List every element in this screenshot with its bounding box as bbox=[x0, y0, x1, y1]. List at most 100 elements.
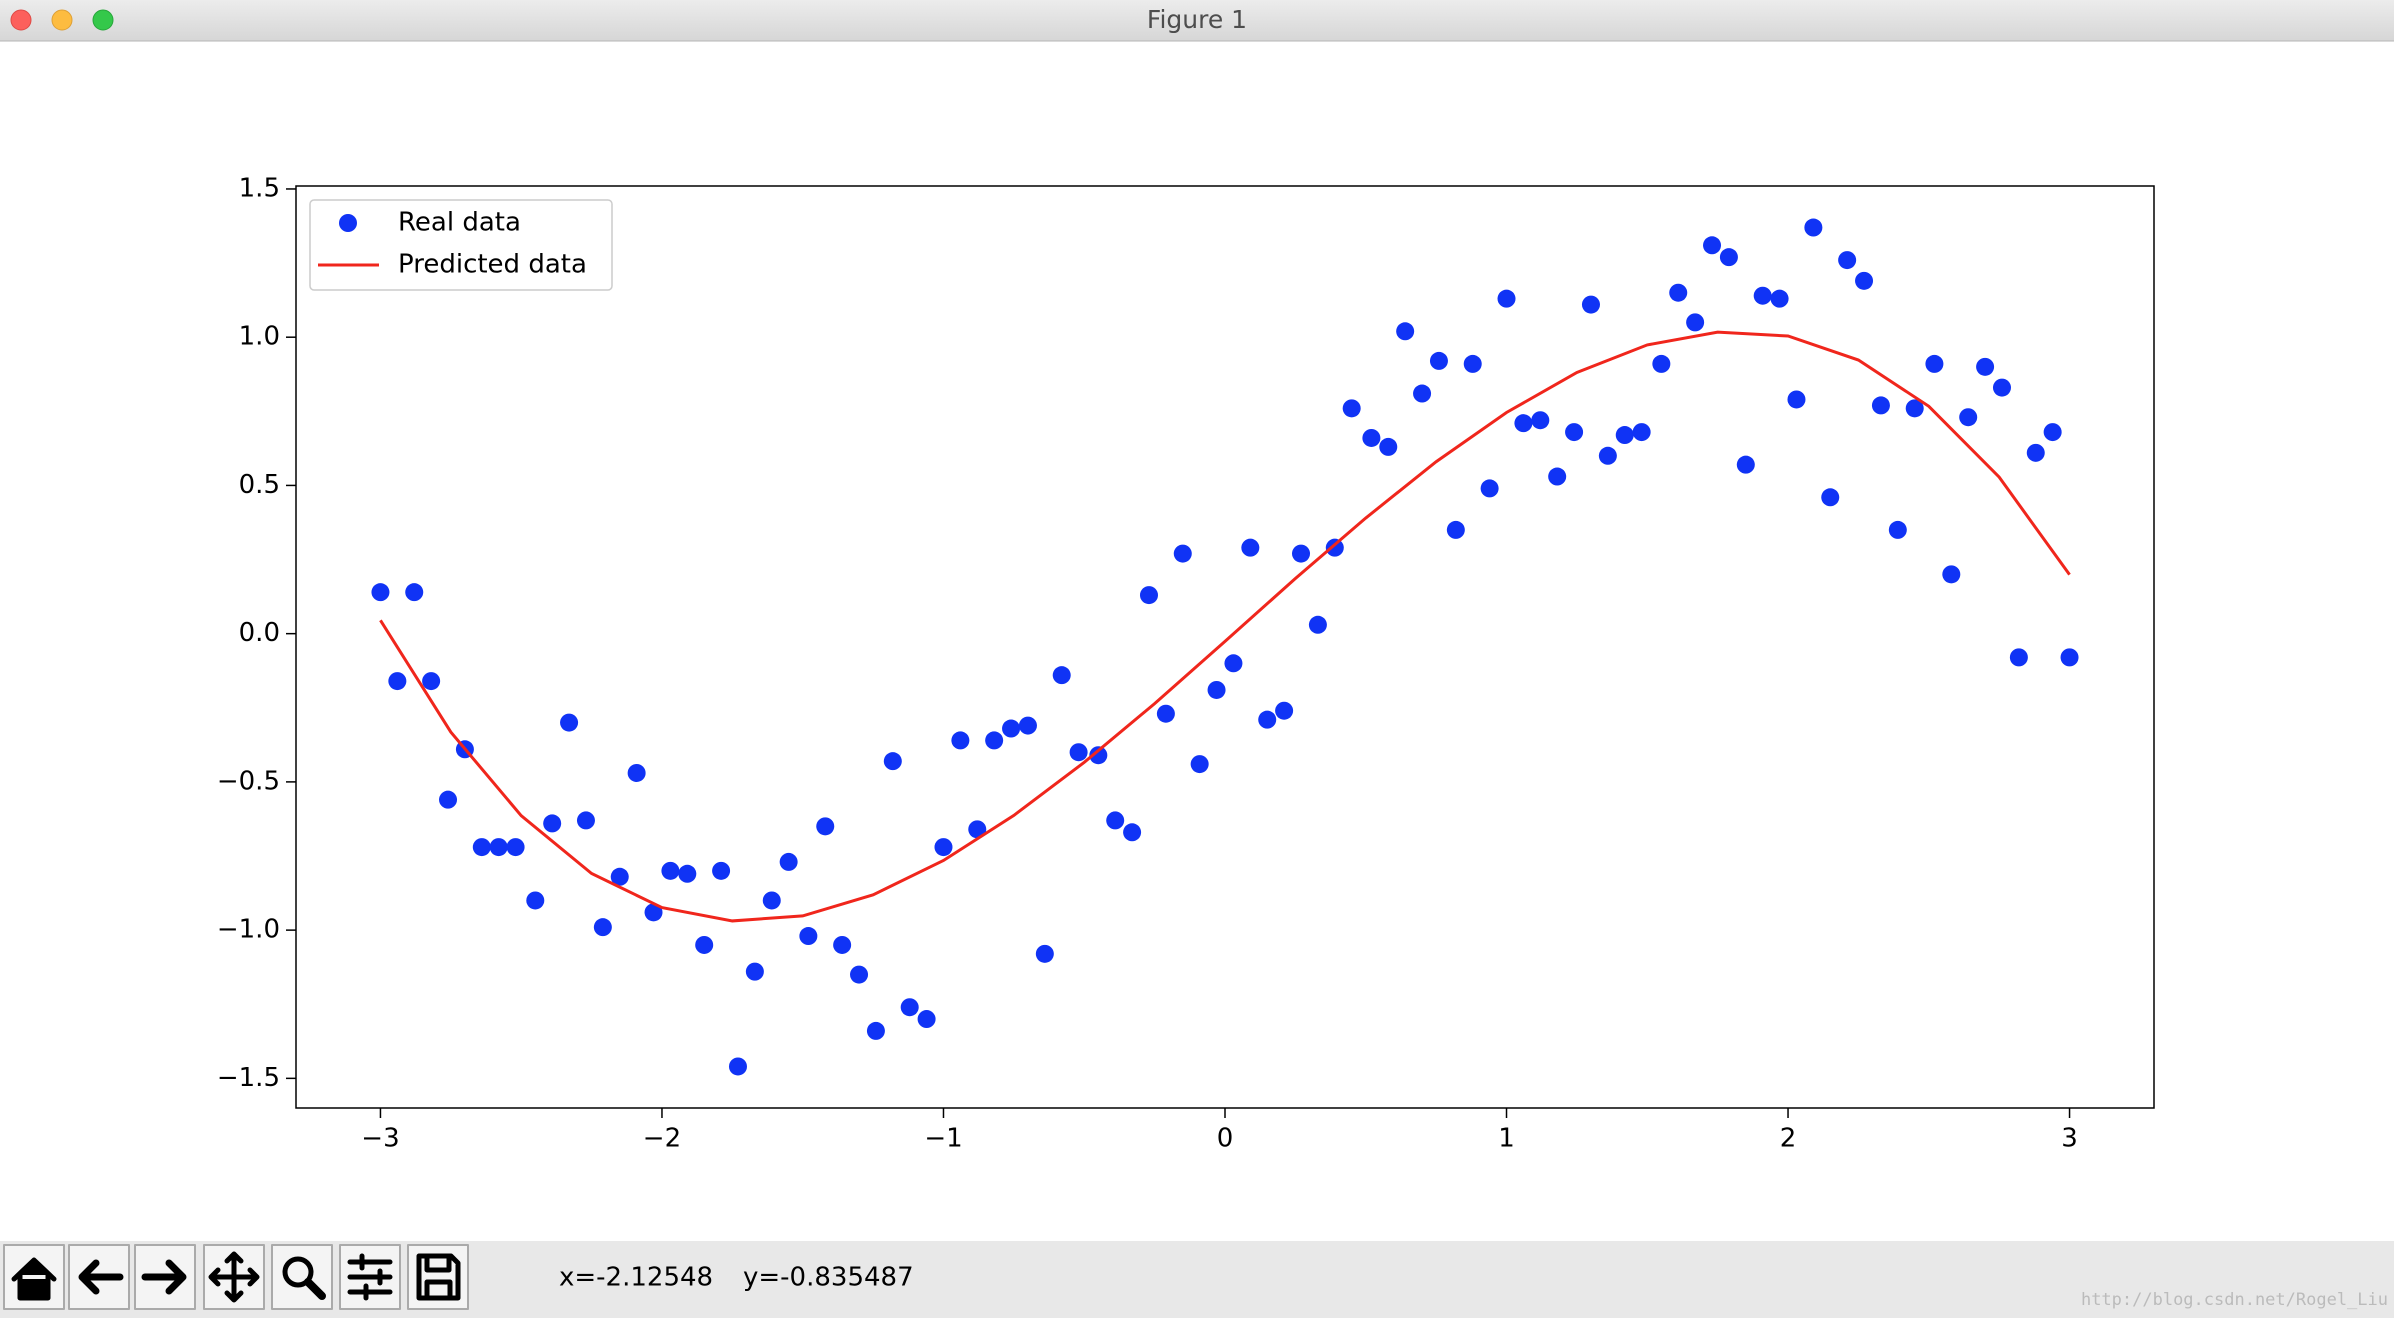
data-point bbox=[816, 817, 835, 836]
axes-frame bbox=[295, 185, 2155, 1109]
data-point bbox=[489, 838, 508, 857]
save-icon bbox=[416, 1253, 461, 1301]
data-point bbox=[2043, 423, 2062, 442]
data-point bbox=[1992, 378, 2011, 397]
data-point bbox=[1069, 743, 1088, 762]
data-point bbox=[1052, 666, 1071, 685]
data-point bbox=[1446, 520, 1465, 539]
data-point bbox=[1325, 538, 1344, 557]
data-point bbox=[1871, 396, 1890, 415]
data-point bbox=[422, 672, 441, 691]
data-point bbox=[850, 965, 869, 984]
data-point bbox=[1275, 701, 1294, 720]
data-point bbox=[866, 1021, 885, 1040]
data-point bbox=[1669, 283, 1688, 302]
zoom-icon-handle bbox=[304, 1278, 326, 1300]
home-icon bbox=[11, 1257, 57, 1301]
data-point bbox=[712, 861, 731, 880]
data-point bbox=[1804, 218, 1823, 237]
data-point bbox=[968, 820, 987, 839]
y-tick-label: 0.0 bbox=[239, 618, 280, 648]
data-point bbox=[1342, 399, 1361, 418]
data-point bbox=[1292, 544, 1311, 563]
data-point bbox=[1002, 719, 1021, 738]
x-tick-label: 0 bbox=[1217, 1124, 1234, 1154]
data-point bbox=[2009, 648, 2028, 667]
data-point bbox=[833, 935, 852, 954]
data-point bbox=[1703, 236, 1722, 255]
fit-line bbox=[379, 330, 2071, 923]
x-tick-label: −2 bbox=[643, 1124, 681, 1154]
x-tick-label: 3 bbox=[2061, 1124, 2078, 1154]
data-point bbox=[1035, 944, 1054, 963]
data-point bbox=[745, 962, 764, 981]
data-point bbox=[1942, 565, 1961, 584]
data-point bbox=[405, 583, 424, 602]
configure-icon bbox=[347, 1253, 393, 1301]
data-point bbox=[506, 838, 525, 857]
forward-icon bbox=[141, 1259, 187, 1295]
data-point bbox=[1258, 710, 1277, 729]
data-point bbox=[627, 763, 646, 782]
x-tick-label: 2 bbox=[1780, 1124, 1797, 1154]
data-point bbox=[695, 935, 714, 954]
zoom-button[interactable] bbox=[92, 9, 114, 31]
data-point bbox=[1156, 704, 1175, 723]
x-tick-label: −3 bbox=[361, 1124, 399, 1154]
zoom-icon-lens bbox=[282, 1256, 314, 1288]
data-point bbox=[1905, 399, 1924, 418]
data-point bbox=[1241, 538, 1260, 557]
status-y: y=-0.835487 bbox=[743, 1263, 914, 1293]
minimize-button[interactable] bbox=[51, 9, 73, 31]
data-point bbox=[678, 864, 697, 883]
data-point bbox=[1173, 544, 1192, 563]
data-point bbox=[1581, 295, 1600, 314]
data-point bbox=[560, 713, 579, 732]
data-point bbox=[728, 1057, 747, 1076]
x-tick-label: −1 bbox=[924, 1124, 962, 1154]
data-point bbox=[593, 918, 612, 937]
data-point bbox=[1888, 520, 1907, 539]
y-tick-label: −1.5 bbox=[217, 1063, 280, 1093]
plot-area: −3 −2 −1 0 1 2 3 −1.5 −1.0 −0.5 0.0 0.5 1.0 1.5 Real d… bbox=[217, 173, 2079, 1154]
status-x: x=-2.12548 bbox=[559, 1263, 713, 1293]
data-point bbox=[799, 927, 818, 946]
title-bar bbox=[0, 0, 2394, 41]
data-point bbox=[1480, 479, 1499, 498]
data-point bbox=[644, 903, 663, 922]
x-tick-label: 1 bbox=[1498, 1124, 1515, 1154]
data-point bbox=[1959, 408, 1978, 427]
data-point bbox=[1736, 455, 1755, 474]
data-point bbox=[1787, 390, 1806, 409]
data-point bbox=[1514, 414, 1533, 433]
data-point bbox=[1632, 423, 1651, 442]
data-point bbox=[985, 731, 1004, 750]
data-point bbox=[610, 867, 629, 886]
y-tick-label: 1.0 bbox=[239, 322, 280, 352]
data-point bbox=[2026, 443, 2045, 462]
data-point bbox=[779, 852, 798, 871]
data-point bbox=[371, 583, 390, 602]
data-point bbox=[883, 752, 902, 771]
data-point bbox=[1224, 654, 1243, 673]
data-point bbox=[388, 672, 407, 691]
data-point bbox=[1379, 437, 1398, 456]
toolbar-buttons bbox=[3, 1244, 469, 1310]
close-button[interactable] bbox=[10, 9, 32, 31]
data-point bbox=[543, 814, 562, 833]
data-point bbox=[1362, 428, 1381, 447]
data-point bbox=[1139, 586, 1158, 605]
data-point bbox=[762, 891, 781, 910]
data-point bbox=[526, 891, 545, 910]
watermark: http://blog.csdn.net/Rogel_Liu bbox=[2081, 1290, 2388, 1310]
data-point bbox=[1396, 322, 1415, 341]
pan-icon bbox=[208, 1251, 260, 1303]
data-point bbox=[1463, 354, 1482, 373]
data-point bbox=[1089, 746, 1108, 765]
data-point bbox=[1652, 354, 1671, 373]
data-point bbox=[1308, 615, 1327, 634]
data-point bbox=[1190, 755, 1209, 774]
y-tick-label: −1.0 bbox=[217, 915, 280, 945]
data-point bbox=[1598, 446, 1617, 465]
